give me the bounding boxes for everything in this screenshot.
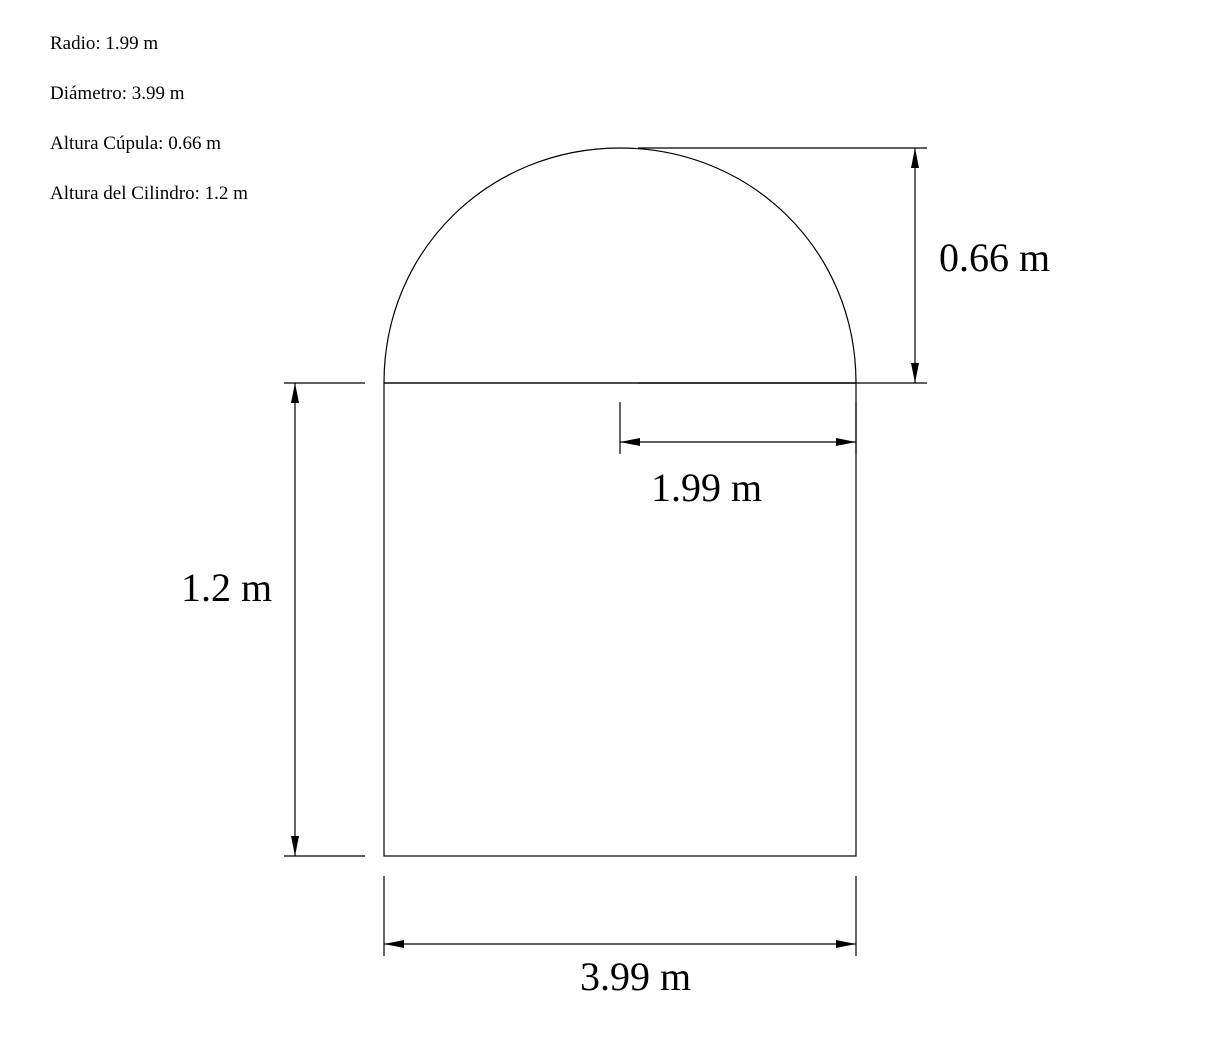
info-diametro: Diámetro: 3.99 m xyxy=(50,83,185,104)
radius-label: 1.99 m xyxy=(651,465,762,510)
cylinder-body xyxy=(383,382,857,857)
dome-arc xyxy=(383,147,857,384)
info-altura-cilindro: Altura del Cilindro: 1.2 m xyxy=(50,183,248,204)
info-altura-cupula: Altura Cúpula: 0.66 m xyxy=(50,133,221,154)
cylinder-height-label: 1.2 m xyxy=(181,565,272,610)
dome-height-label: 0.66 m xyxy=(939,235,1050,280)
diameter-label: 3.99 m xyxy=(580,954,691,999)
info-radio: Radio: 1.99 m xyxy=(50,33,159,54)
